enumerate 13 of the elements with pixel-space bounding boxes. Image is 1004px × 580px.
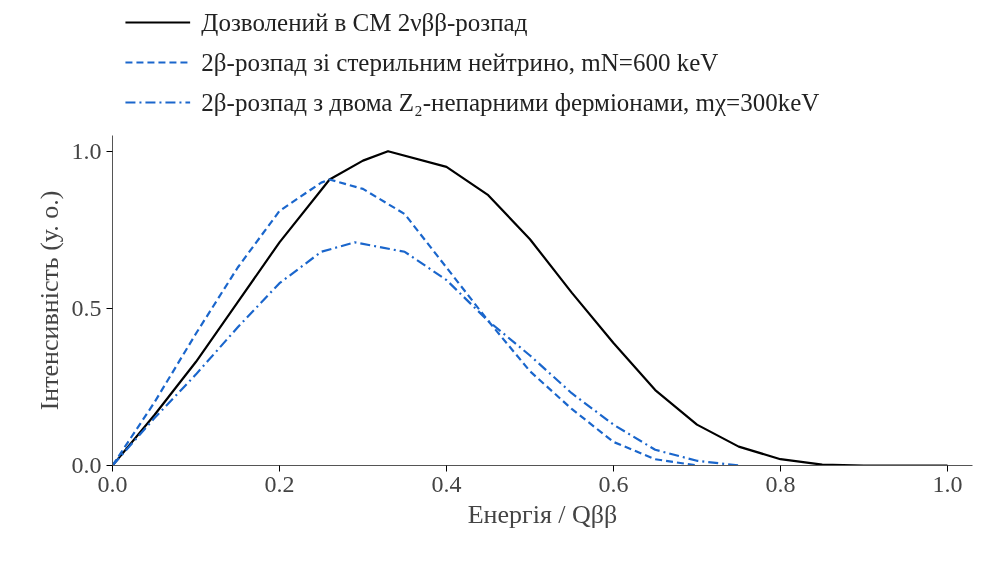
legend-label: Дозволений в СМ 2νββ-розпад [201, 9, 528, 36]
x-tick-label: 0.6 [598, 470, 629, 497]
x-tick-label: 0.8 [765, 470, 796, 497]
x-tick-label: 0.2 [264, 470, 295, 497]
x-axis-title: Енергія / Qββ [467, 499, 618, 529]
y-tick-label: 1.0 [71, 137, 102, 164]
y-tick-label: 0.0 [71, 452, 102, 478]
legend-label: 2β-розпад з двома Z₂-непарними ферміонами, mχ=300keV [201, 89, 820, 116]
y-axis-title: Інтенсивність (у. о.) [34, 190, 64, 411]
x-tick-label: 1.0 [932, 470, 963, 497]
x-tick-label: 0.4 [431, 470, 462, 497]
legend-label: 2β-розпад зі стерильним нейтрино, mN=600 keV [201, 49, 719, 76]
y-tick-label: 0.5 [71, 294, 102, 321]
